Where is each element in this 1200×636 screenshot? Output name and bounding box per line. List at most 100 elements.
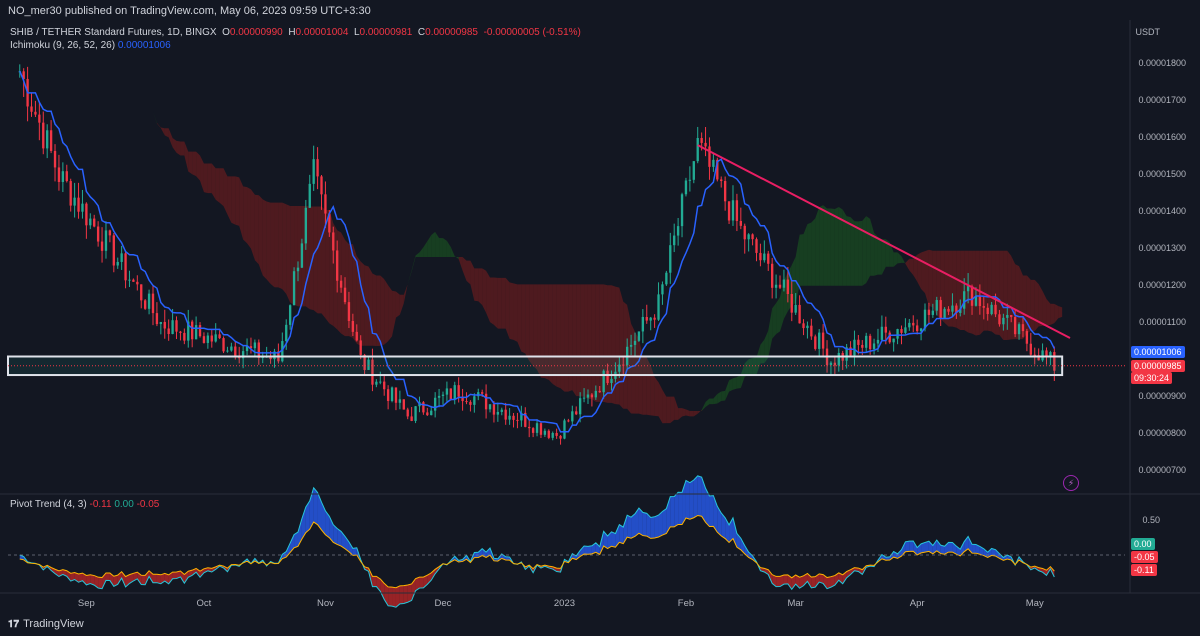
- cloud-segment: [928, 249, 933, 308]
- candle-body: [198, 325, 202, 337]
- candle-body: [339, 280, 343, 288]
- candle-body: [708, 146, 711, 167]
- cloud-segment: [552, 284, 557, 387]
- candle-body: [778, 284, 782, 288]
- candle-body: [1006, 315, 1009, 318]
- cloud-segment: [227, 176, 232, 223]
- cloud-segment: [180, 141, 185, 156]
- osc-fill: [682, 480, 686, 525]
- osc-fill: [948, 542, 953, 553]
- osc-fill: [654, 515, 659, 538]
- candle-body: [441, 394, 445, 396]
- cloud-segment: [211, 163, 216, 200]
- candle-body: [453, 385, 456, 400]
- cloud-segment: [250, 189, 255, 261]
- cloud-segment: [627, 304, 632, 414]
- candle-body: [955, 305, 958, 313]
- candle-body: [555, 432, 558, 436]
- candle-body: [759, 252, 762, 261]
- candle-body: [457, 385, 460, 397]
- candle-body: [872, 343, 876, 350]
- cloud-segment: [215, 168, 220, 203]
- cloud-segment: [431, 231, 436, 257]
- ichimoku-legend[interactable]: Ichimoku (9, 26, 52, 26) 0.00001006: [10, 40, 171, 51]
- candle-body: [590, 394, 594, 398]
- tradingview-brand[interactable]: 𝟏𝟕 TradingView: [8, 618, 84, 630]
- time-axis-tick: Nov: [316, 598, 334, 609]
- cloud-segment: [282, 202, 287, 294]
- cloud-segment: [1007, 250, 1012, 340]
- candle-body: [347, 302, 351, 321]
- candle-body: [865, 335, 868, 348]
- osc-fill: [642, 512, 647, 537]
- osc-fill: [66, 570, 71, 582]
- cloud-segment: [732, 377, 737, 390]
- osc-fill: [975, 544, 980, 555]
- osc-fill: [913, 541, 918, 555]
- cloud-segment: [548, 284, 553, 384]
- cloud-segment: [196, 151, 201, 181]
- cloud-segment: [823, 205, 828, 286]
- candle-body: [359, 340, 362, 355]
- candle-body: [191, 321, 194, 340]
- candle-body: [414, 406, 417, 421]
- lightning-icon[interactable]: ⚡: [1063, 475, 1079, 491]
- candle-body: [633, 340, 637, 345]
- cloud-segment: [866, 216, 871, 284]
- candle-body: [927, 309, 931, 315]
- candle-body: [751, 234, 754, 240]
- cloud-segment: [783, 272, 788, 319]
- osc-fill: [921, 542, 926, 553]
- candle-body: [814, 336, 817, 349]
- time-axis-tick: Feb: [677, 598, 695, 609]
- drawings: [7, 144, 1125, 377]
- candle-body: [680, 194, 684, 227]
- cloud-segment: [321, 206, 326, 319]
- osc-fill: [160, 573, 165, 584]
- cloud-segment: [200, 155, 204, 193]
- cloud-segment: [172, 137, 177, 153]
- candle-body: [136, 281, 139, 285]
- cloud-segment: [764, 330, 769, 364]
- candle-body: [61, 171, 65, 182]
- support-zone-box: [7, 355, 1064, 377]
- candle-body: [700, 137, 703, 143]
- cloud-segment: [893, 252, 898, 267]
- candle-body: [371, 359, 374, 385]
- cloud-segment: [1026, 275, 1031, 334]
- cloud-segment: [1022, 275, 1027, 340]
- cloud-segment: [678, 408, 683, 420]
- candle-body: [845, 347, 848, 361]
- osc-fill: [615, 524, 620, 548]
- candle-body: [49, 130, 53, 151]
- candle-body: [704, 142, 707, 147]
- cloud-segment: [184, 141, 189, 172]
- candle-body: [575, 411, 578, 415]
- osc-fill: [701, 477, 706, 523]
- pivot-trend-legend[interactable]: Pivot Trend (4, 3) -0.11 0.00 -0.05: [10, 499, 159, 510]
- symbol-name[interactable]: SHIB / TETHER Standard Futures, 1D, BING…: [10, 27, 217, 38]
- cloud-segment: [917, 252, 922, 290]
- osc-fill: [317, 492, 322, 530]
- cloud-segment: [709, 398, 714, 405]
- candle-body: [688, 179, 692, 181]
- cloud-segment: [168, 128, 173, 148]
- cloud-segment: [576, 284, 581, 397]
- cloud-segment: [239, 177, 244, 240]
- osc-fill: [697, 475, 702, 517]
- osc-fill: [94, 575, 99, 589]
- cloud-segment: [987, 250, 992, 332]
- trendline: [697, 144, 1071, 339]
- cloud-segment: [427, 235, 432, 257]
- candle-body: [22, 71, 25, 79]
- candle-body: [504, 409, 507, 420]
- cloud-segment: [772, 303, 777, 339]
- candle-body: [234, 346, 237, 357]
- cloud-segment: [317, 206, 322, 314]
- candle-body: [547, 430, 550, 438]
- candle-body: [473, 396, 476, 405]
- cloud-segment: [846, 216, 851, 286]
- cloud-segment: [207, 163, 212, 194]
- osc-fill: [932, 540, 937, 554]
